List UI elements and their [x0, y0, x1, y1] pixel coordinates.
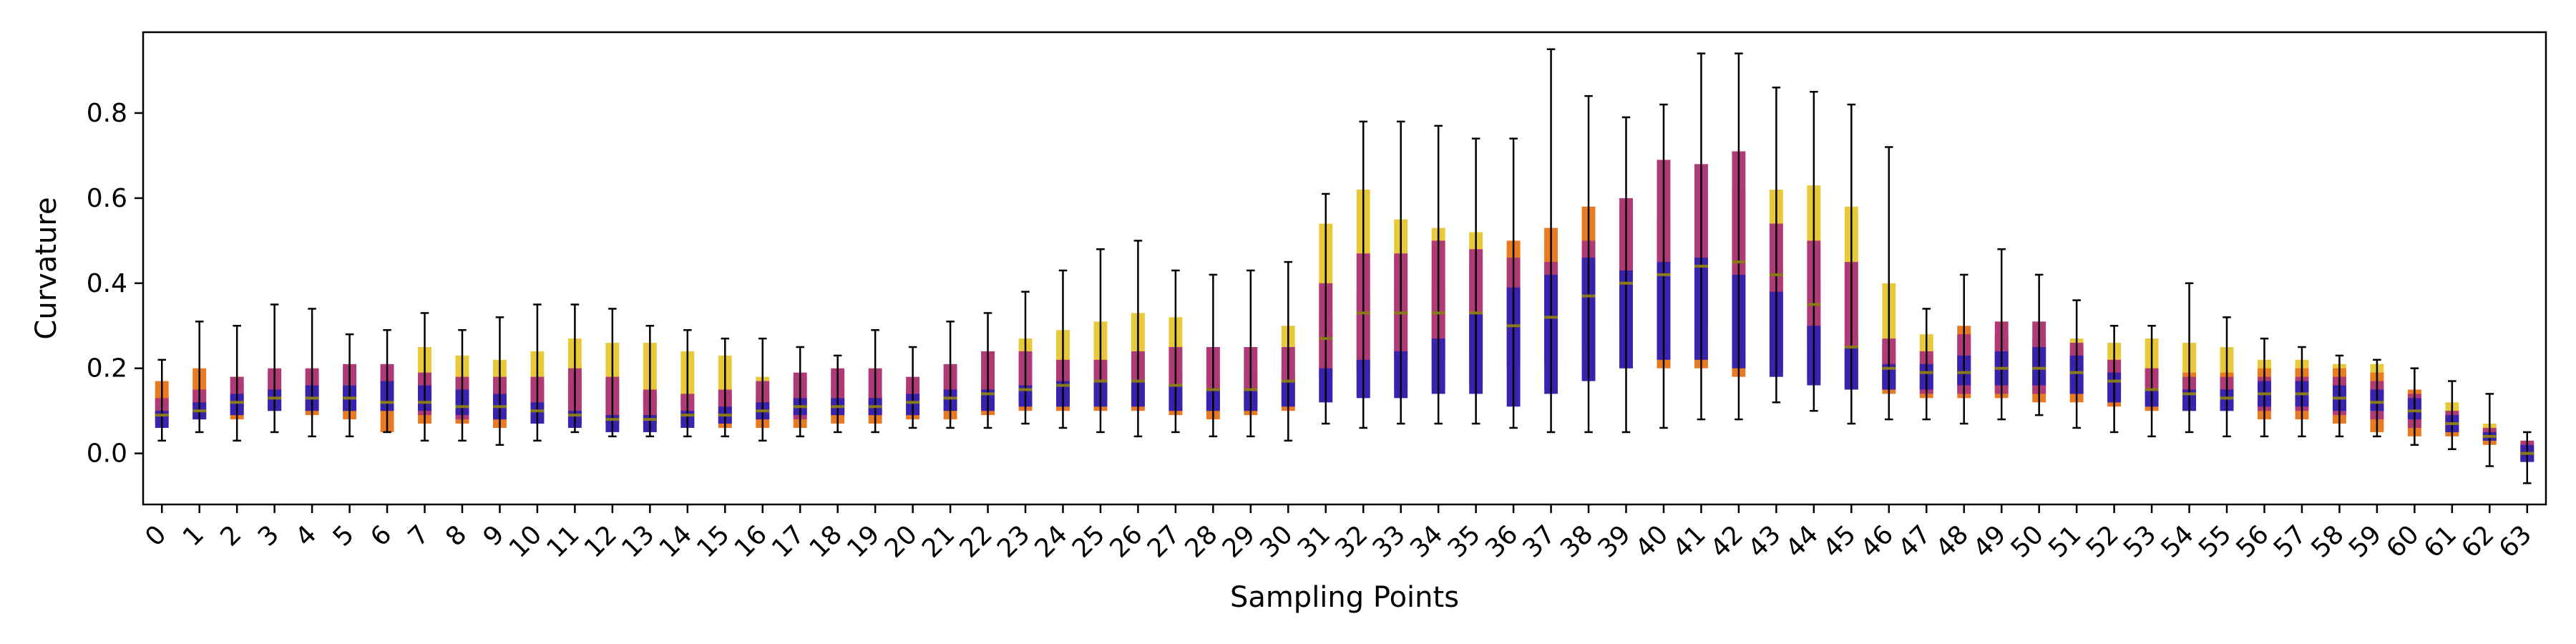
y-axis-label: Curvature — [30, 197, 63, 339]
y-axis: 0.0 0.2 0.4 0.6 0.8 — [87, 99, 143, 469]
y-tick-label: 0.6 — [87, 184, 127, 213]
y-tick-label: 0.0 — [87, 439, 127, 469]
y-tick-label: 0.4 — [87, 269, 127, 298]
whiskers-layer — [155, 48, 2534, 484]
y-tick-label: 0.2 — [87, 354, 127, 384]
y-tick-label: 0.8 — [87, 99, 127, 128]
plot-frame — [142, 31, 2547, 506]
x-axis-label: Sampling Points — [1230, 581, 1459, 614]
